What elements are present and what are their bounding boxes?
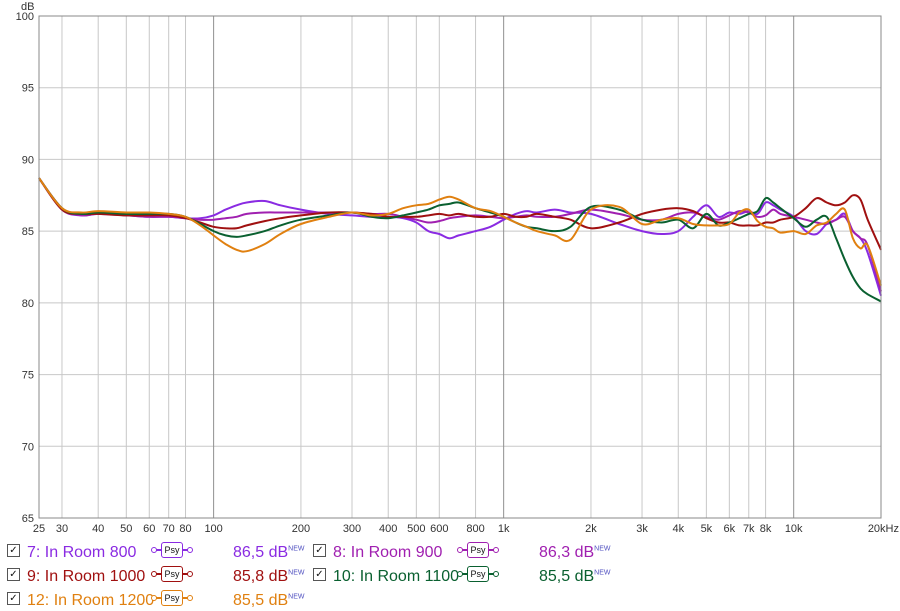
x-tick-label: 600 (430, 523, 448, 535)
psy-label: Psy (161, 590, 183, 606)
frequency-response-chart: 65 70 75 80 85 90 95 100 25 30 40 50 60 70 80 100 200 30… (16, 1, 899, 535)
series-line-endcap (187, 571, 193, 577)
x-tick-label: 70 (163, 523, 175, 535)
x-tick-label: 40 (92, 523, 104, 535)
series-level: 85,8 dBNEW (233, 568, 305, 585)
y-tick-label: 85 (22, 226, 34, 238)
y-tick-label: 65 (22, 513, 34, 525)
series-visibility-checkbox[interactable]: ✓ (313, 568, 326, 581)
x-tick-label: 7k (743, 523, 755, 535)
series-line (38, 177, 882, 251)
legend-entry: ✓ 10: In Room 1100 Psy 85,5 dBNEW (313, 565, 613, 585)
psy-label: Psy (161, 542, 183, 558)
series-visibility-checkbox[interactable]: ✓ (313, 544, 326, 557)
series-name: 10: In Room 1100 (333, 568, 460, 585)
psychoacoustic-smoothing-button[interactable]: Psy (457, 541, 499, 559)
new-badge: NEW (288, 569, 305, 577)
minor-gridlines (38, 15, 882, 519)
psychoacoustic-smoothing-button[interactable]: Psy (151, 565, 193, 583)
series-line-endcap (151, 571, 157, 577)
x-tick-label: 800 (466, 523, 484, 535)
x-tick-label: 100 (204, 523, 222, 535)
series-line (38, 177, 882, 303)
series-level: 85,5 dBNEW (233, 592, 305, 609)
series-name: 12: In Room 1200 (27, 592, 155, 609)
x-tick-label: 25 (33, 523, 45, 535)
psychoacoustic-smoothing-button[interactable]: Psy (151, 589, 193, 607)
x-tick-label: 8k (760, 523, 772, 535)
x-tick-label: 10k (785, 523, 803, 535)
series-line-endcap (457, 571, 463, 577)
series-line-endcap (151, 595, 157, 601)
x-tick-label: 80 (179, 523, 191, 535)
psy-label: Psy (467, 542, 489, 558)
x-tick-label: 1k (498, 523, 510, 535)
series-visibility-checkbox[interactable]: ✓ (7, 544, 20, 557)
series-line-endcap (187, 547, 193, 553)
series-name: 9: In Room 1000 (27, 568, 146, 585)
series-line-endcap (493, 547, 499, 553)
series-line (38, 177, 882, 286)
legend-entry: ✓ 8: In Room 900 Psy 86,3 dBNEW (313, 541, 613, 561)
series-line (38, 177, 882, 296)
y-tick-label: 95 (22, 83, 34, 95)
psychoacoustic-smoothing-button[interactable]: Psy (457, 565, 499, 583)
y-tick-label: 100 (16, 11, 34, 23)
x-tick-label: 50 (120, 523, 132, 535)
series-line-endcap (493, 571, 499, 577)
psy-label: Psy (467, 566, 489, 582)
y-tick-label: 70 (22, 441, 34, 453)
y-tick-label: 75 (22, 370, 34, 382)
series-level: 86,3 dBNEW (539, 544, 611, 561)
series-line-endcap (457, 547, 463, 553)
new-badge: NEW (288, 593, 305, 601)
x-tick-label: 6k (724, 523, 736, 535)
series-name: 8: In Room 900 (333, 544, 443, 561)
series-lines (38, 177, 882, 303)
new-badge: NEW (288, 545, 305, 553)
series-level: 86,5 dBNEW (233, 544, 305, 561)
y-tick-label: 90 (22, 154, 34, 166)
legend-entry: ✓ 9: In Room 1000 Psy 85,8 dBNEW (7, 565, 307, 585)
x-tick-labels: 25 30 40 50 60 70 80 100 200 300 400 500 600 800 1k 2k 3… (33, 523, 899, 535)
psychoacoustic-smoothing-button[interactable]: Psy (151, 541, 193, 559)
x-tick-label: 300 (343, 523, 361, 535)
series-level: 85,5 dBNEW (539, 568, 611, 585)
new-badge: NEW (594, 569, 611, 577)
major-gridlines (213, 16, 795, 518)
x-tick-label: 30 (56, 523, 68, 535)
x-tick-label: 400 (379, 523, 397, 535)
x-tick-label: 200 (292, 523, 310, 535)
series-name: 7: In Room 800 (27, 544, 137, 561)
y-tick-labels: 65 70 75 80 85 90 95 100 (16, 11, 34, 525)
series-visibility-checkbox[interactable]: ✓ (7, 592, 20, 605)
series-visibility-checkbox[interactable]: ✓ (7, 568, 20, 581)
psy-label: Psy (161, 566, 183, 582)
x-tick-label: 4k (672, 523, 684, 535)
x-tick-label: 5k (701, 523, 713, 535)
y-unit-label: dB (21, 1, 34, 13)
x-tick-label: 500 (407, 523, 425, 535)
x-tick-label: 20kHz (868, 523, 899, 535)
x-tick-label: 60 (143, 523, 155, 535)
x-tick-label: 3k (636, 523, 648, 535)
series-line-endcap (187, 595, 193, 601)
new-badge: NEW (594, 545, 611, 553)
x-tick-label: 2k (585, 523, 597, 535)
plot-frame (38, 15, 882, 519)
series-line-endcap (151, 547, 157, 553)
legend-entry: ✓ 7: In Room 800 Psy 86,5 dBNEW (7, 541, 307, 561)
y-tick-label: 80 (22, 298, 34, 310)
legend-entry: ✓ 12: In Room 1200 Psy 85,5 dBNEW (7, 589, 307, 609)
